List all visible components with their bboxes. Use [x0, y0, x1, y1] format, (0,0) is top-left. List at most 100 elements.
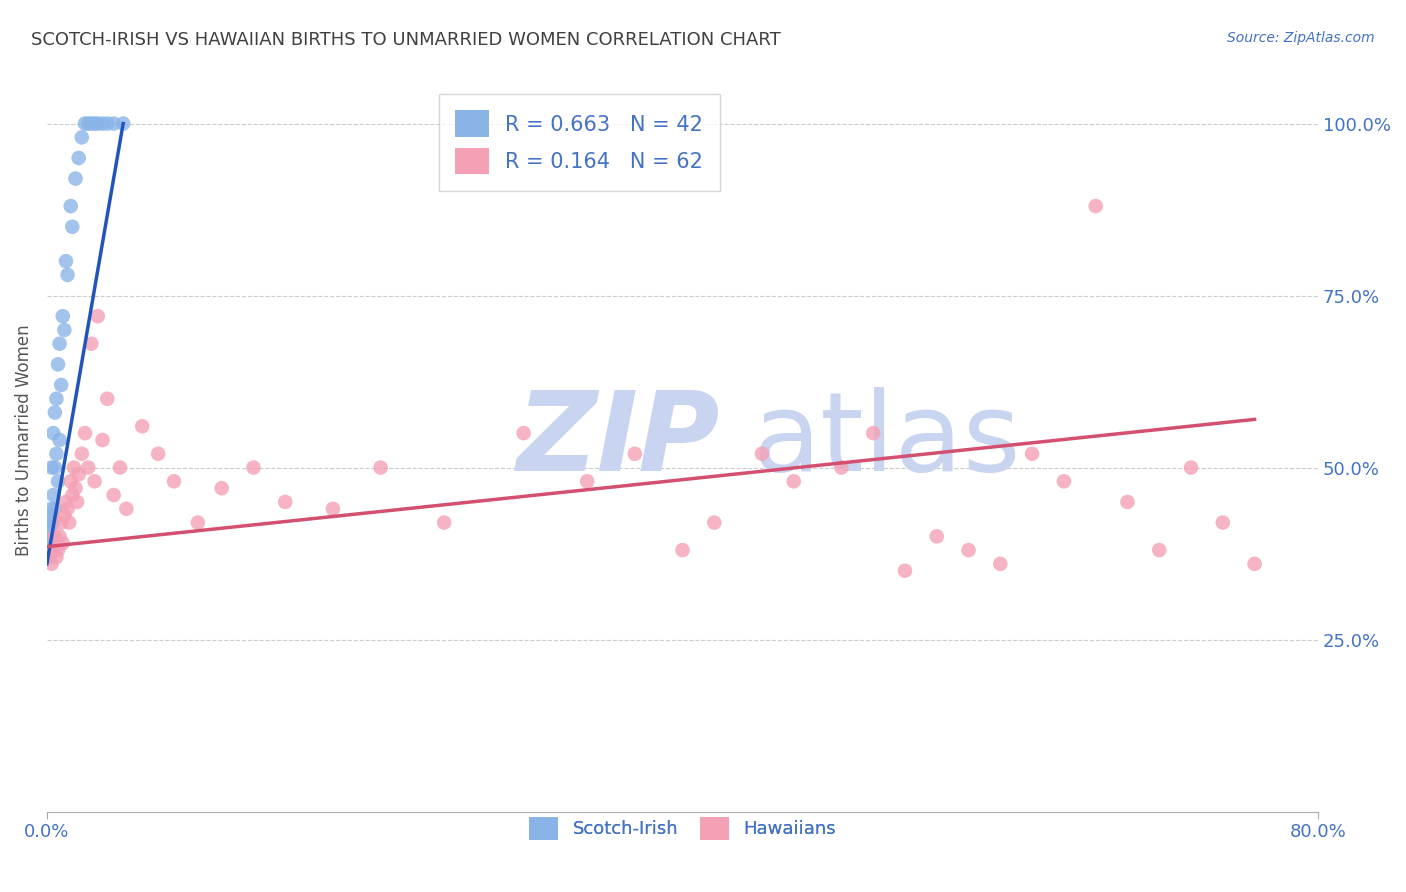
Point — [751, 447, 773, 461]
Point — [51, 516, 73, 530]
Point — [187, 516, 209, 530]
Point — [91, 433, 114, 447]
Point — [77, 460, 100, 475]
Point — [322, 501, 344, 516]
Point — [96, 392, 118, 406]
Point — [55, 254, 77, 268]
Point — [862, 426, 884, 441]
Point — [96, 117, 118, 131]
Point — [56, 268, 79, 282]
Point — [576, 475, 599, 489]
Point — [146, 447, 169, 461]
Point — [67, 467, 90, 482]
Point — [73, 117, 96, 131]
Point — [1053, 475, 1076, 489]
Point — [44, 501, 66, 516]
Point — [42, 543, 65, 558]
Point — [830, 460, 852, 475]
Point — [1116, 495, 1139, 509]
Point — [39, 543, 62, 558]
Text: atlas: atlas — [752, 386, 1021, 493]
Point — [957, 543, 980, 558]
Point — [55, 495, 77, 509]
Point — [103, 117, 125, 131]
Point — [39, 516, 62, 530]
Point — [1147, 543, 1170, 558]
Point — [65, 171, 87, 186]
Point — [83, 117, 105, 131]
Point — [41, 460, 63, 475]
Point — [66, 495, 89, 509]
Legend: Scotch-Irish, Hawaiians: Scotch-Irish, Hawaiians — [522, 809, 844, 847]
Point — [41, 543, 63, 558]
Point — [80, 336, 103, 351]
Point — [115, 501, 138, 516]
Point — [39, 523, 62, 537]
Point — [108, 460, 131, 475]
Point — [41, 501, 63, 516]
Point — [512, 426, 534, 441]
Point — [1021, 447, 1043, 461]
Point — [46, 543, 69, 558]
Point — [433, 516, 456, 530]
Point — [59, 475, 82, 489]
Point — [39, 529, 62, 543]
Point — [42, 488, 65, 502]
Point — [48, 529, 70, 543]
Point — [37, 543, 59, 558]
Text: SCOTCH-IRISH VS HAWAIIAN BIRTHS TO UNMARRIED WOMEN CORRELATION CHART: SCOTCH-IRISH VS HAWAIIAN BIRTHS TO UNMAR… — [31, 31, 780, 49]
Point — [83, 475, 105, 489]
Point — [1084, 199, 1107, 213]
Point — [67, 151, 90, 165]
Point — [274, 495, 297, 509]
Point — [73, 426, 96, 441]
Point — [1243, 557, 1265, 571]
Point — [56, 501, 79, 516]
Point — [46, 475, 69, 489]
Point — [37, 549, 59, 564]
Point — [703, 516, 725, 530]
Point — [42, 426, 65, 441]
Text: ZIP: ZIP — [517, 386, 721, 493]
Point — [783, 475, 806, 489]
Point — [131, 419, 153, 434]
Point — [671, 543, 693, 558]
Point — [45, 549, 67, 564]
Point — [41, 508, 63, 523]
Point — [988, 557, 1011, 571]
Point — [77, 117, 100, 131]
Point — [60, 219, 83, 234]
Point — [80, 117, 103, 131]
Point — [51, 378, 73, 392]
Point — [52, 309, 75, 323]
Point — [112, 117, 135, 131]
Point — [48, 336, 70, 351]
Point — [48, 433, 70, 447]
Point — [41, 557, 63, 571]
Point — [1212, 516, 1234, 530]
Point — [211, 481, 233, 495]
Point — [103, 488, 125, 502]
Point — [45, 392, 67, 406]
Point — [1180, 460, 1202, 475]
Point — [894, 564, 917, 578]
Point — [53, 323, 76, 337]
Point — [46, 357, 69, 371]
Point — [53, 508, 76, 523]
Text: Source: ZipAtlas.com: Source: ZipAtlas.com — [1227, 31, 1375, 45]
Point — [70, 447, 93, 461]
Point — [91, 117, 114, 131]
Point — [70, 130, 93, 145]
Point — [65, 481, 87, 495]
Point — [163, 475, 186, 489]
Point — [58, 516, 80, 530]
Point — [242, 460, 264, 475]
Point — [44, 460, 66, 475]
Point — [42, 516, 65, 530]
Point — [63, 460, 86, 475]
Point — [624, 447, 647, 461]
Point — [44, 405, 66, 419]
Point — [60, 488, 83, 502]
Point — [87, 117, 110, 131]
Point — [37, 549, 59, 564]
